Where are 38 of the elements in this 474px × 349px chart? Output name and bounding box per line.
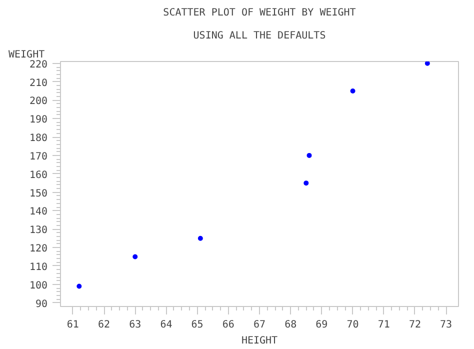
x-axis-title: HEIGHT [241,336,278,346]
y-tick-label: 100 [29,280,48,292]
chart-subtitle: USING ALL THE DEFAULTS [193,30,326,42]
point [306,152,312,158]
y-tick-label: 140 [29,206,48,218]
y-tick-label: 90 [35,298,48,310]
x-tick-label: 61 [66,320,79,330]
y-tick-label: 180 [29,133,48,144]
x-tick-label: 63 [129,320,142,330]
point [132,254,138,260]
x-tick-label: 70 [346,320,359,330]
x-tick-label: 68 [284,320,297,330]
point [304,180,309,186]
x-tick-label: 66 [222,320,234,330]
y-tick-label: 210 [29,78,48,89]
point [350,88,356,94]
x-tick-label: 62 [98,320,110,330]
y-tick-label: 200 [29,96,48,108]
y-axis-title: WEIGHT [8,50,45,60]
point [76,284,82,289]
y-tick-label: 130 [29,225,48,236]
y-tick-label: 190 [29,114,48,126]
x-tick-label: 72 [408,320,421,330]
x-tick-label: 67 [253,320,266,330]
y-tick-label: 170 [29,151,48,162]
x-tick-label: 71 [378,320,390,330]
point [424,62,430,66]
x-tick-label: 69 [316,320,328,330]
y-tick-label: 150 [29,188,48,200]
x-tick-label: 64 [160,320,172,330]
y-tick-label: 120 [29,244,48,255]
x-tick-label: 65 [191,320,204,330]
y-tick-label: 110 [29,262,48,273]
chart-title: SCATTER PLOT OF WEIGHT BY WEIGHT [163,8,356,18]
point [198,236,203,241]
y-tick-label: 220 [29,59,48,70]
x-tick-label: 73 [440,320,452,330]
y-tick-label: 160 [29,170,48,181]
